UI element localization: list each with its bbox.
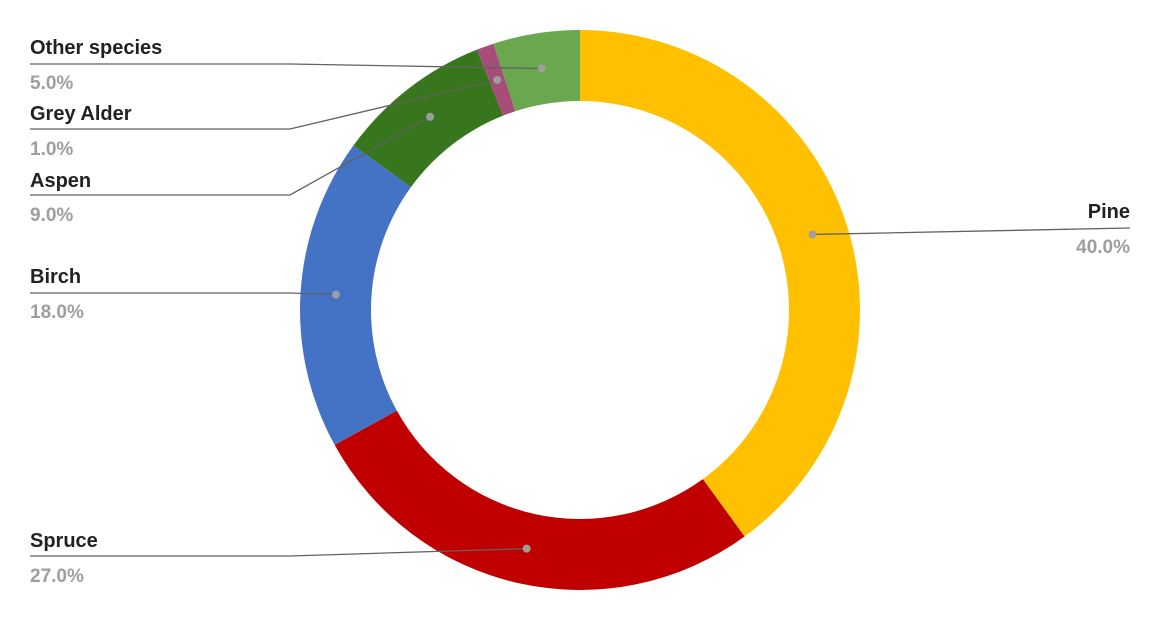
leaders-layer: [30, 63, 1131, 557]
slice-birch: [299, 145, 411, 445]
leader-line-spruce: [30, 547, 527, 557]
slices-layer: [299, 30, 861, 591]
leader-line-other-species: [30, 63, 542, 70]
leader-dot-birch: [331, 290, 340, 299]
slice-value-other-species: 5.0%: [30, 73, 73, 94]
labels-layer: Pine 40.0% Spruce 27.0% Birch 18.0% Aspen 9.0% G…: [30, 37, 1130, 587]
leader-line-grey-alder: [30, 79, 498, 130]
slice-value-aspen: 9.0%: [30, 205, 73, 226]
leader-line-birch: [30, 292, 337, 296]
slice-value-birch: 18.0%: [30, 302, 84, 323]
slice-value-spruce: 27.0%: [30, 566, 84, 587]
slice-label-other-species: Other species: [30, 37, 162, 59]
slice-spruce: [334, 410, 745, 591]
slice-label-grey-alder: Grey Alder: [30, 103, 132, 125]
leader-dot-pine: [808, 230, 817, 239]
slice-other-species: [493, 30, 580, 112]
leader-dot-grey-alder: [493, 75, 502, 84]
slice-pine: [580, 30, 861, 537]
leader-dot-other-species: [537, 64, 546, 73]
slice-label-pine: Pine: [1088, 201, 1130, 223]
slice-value-grey-alder: 1.0%: [30, 139, 73, 160]
slice-label-spruce: Spruce: [30, 530, 98, 552]
leader-line-aspen: [30, 116, 431, 196]
leader-dot-spruce: [522, 544, 531, 553]
slice-label-birch: Birch: [30, 266, 81, 288]
leader-dot-aspen: [426, 112, 435, 121]
leader-line-pine: [812, 227, 1131, 236]
slice-label-aspen: Aspen: [30, 170, 91, 192]
slice-value-pine: 40.0%: [1076, 237, 1130, 258]
